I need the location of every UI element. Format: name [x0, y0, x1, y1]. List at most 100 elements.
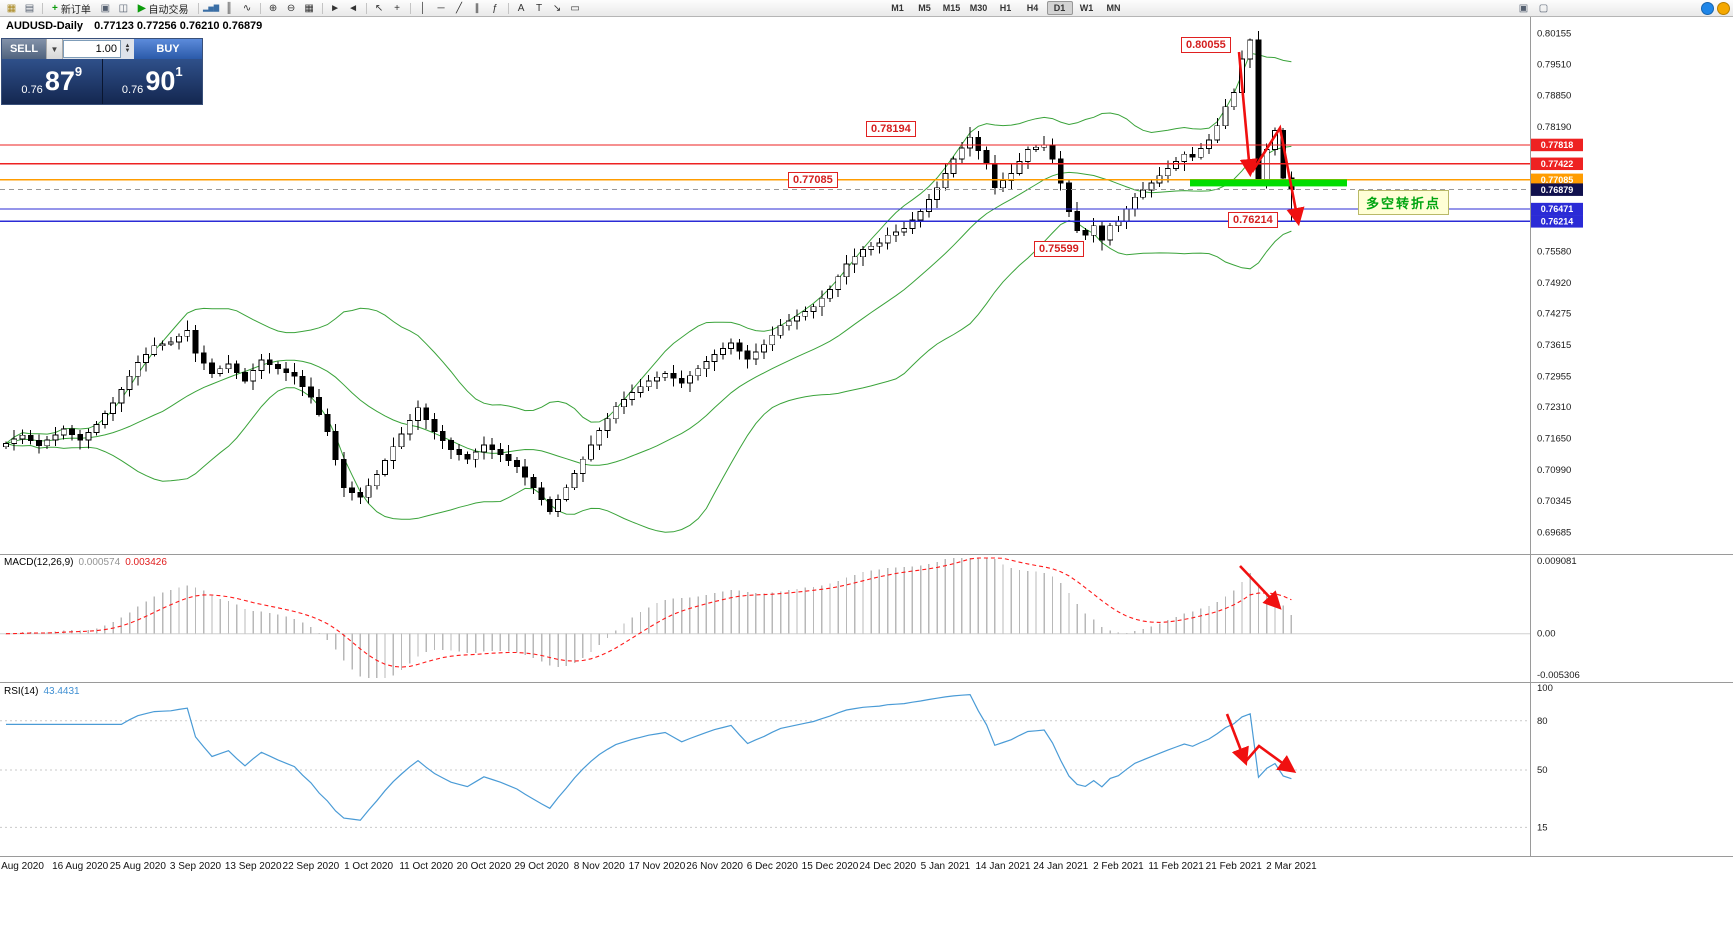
bar-chart-icon[interactable]: ▂▅▇ [202, 5, 220, 12]
line-chart-icon[interactable]: ∿ [242, 2, 252, 14]
date-label: 24 Dec 2020 [859, 861, 916, 872]
dock-window-icon[interactable]: ▣ [1518, 2, 1529, 14]
macd-drop-arrow[interactable] [1239, 565, 1282, 610]
bollinger-bands [5, 52, 1292, 533]
rsi-axis-label: 50 [1537, 765, 1548, 776]
fibonacci-icon[interactable]: ƒ [492, 2, 498, 14]
price-level-badge: 0.77818 [1541, 140, 1574, 150]
volume-dropdown-button[interactable]: ▼ [46, 39, 63, 59]
stepper-down-icon[interactable]: ▼ [124, 48, 131, 54]
price-tick-label: 0.78190 [1537, 122, 1571, 133]
horizontal-line-icon[interactable]: ─ [437, 2, 445, 14]
time-axis[interactable]: Aug 2020 16 Aug 2020 25 Aug 2020 3 Sep 2020… [1, 861, 1317, 872]
sell-price-prefix: 0.76 [21, 84, 43, 96]
status-indicator-0 [1701, 1, 1714, 15]
new-chart-icon[interactable]: ▦ [6, 2, 17, 14]
volume-input[interactable] [63, 40, 121, 58]
macd-panel[interactable]: 0.009081 0.00 -0.005306 [0, 556, 1580, 681]
date-label: 29 Oct 2020 [514, 861, 569, 872]
date-label: 25 Aug 2020 [110, 861, 167, 872]
price-drop-arrow-2[interactable] [1250, 124, 1305, 227]
tile-windows-icon[interactable]: ▦ [304, 2, 314, 14]
crosshair-icon[interactable]: + [394, 2, 400, 14]
volume-stepper[interactable]: ▲ ▼ [121, 39, 134, 59]
autotrading-button[interactable]: ▶ 自动交易 [133, 1, 194, 16]
rsi-value: 43.4431 [43, 686, 80, 697]
candlesticks-series [3, 31, 1295, 518]
date-label: Aug 2020 [1, 861, 44, 872]
window-cascade-icon[interactable]: ▣ [100, 2, 111, 14]
arrows-icon[interactable]: ↘ [552, 2, 562, 14]
restore-window-icon[interactable]: ▢ [1538, 2, 1549, 14]
new-order-button[interactable]: + 新订单 [47, 1, 96, 16]
auto-scroll-icon[interactable]: ► [330, 2, 340, 14]
chart-shift-icon[interactable]: ◄ [348, 2, 358, 14]
timeframe-button-mn[interactable]: MN [1106, 3, 1121, 13]
text-label-icon[interactable]: T [535, 2, 543, 14]
timeframe-button-m15[interactable]: M15 [942, 3, 961, 13]
price-axis[interactable]: 0.80155 0.79510 0.78850 0.78190 0.75580 0.749… [1531, 29, 1583, 539]
sell-price-big: 87 [44, 66, 75, 96]
macd-main-value: 0.000574 [78, 557, 121, 568]
sell-price-button[interactable]: 0.76 87 9 [2, 59, 103, 104]
price-callout-label[interactable]: 0.80055 [1181, 37, 1231, 53]
price-drop-arrow-1[interactable] [1237, 51, 1258, 178]
text-icon[interactable]: A [517, 2, 525, 14]
price-tick-label: 0.80155 [1537, 29, 1571, 40]
current-price-badge-box [1531, 183, 1583, 196]
price-callout-label[interactable]: 0.75599 [1034, 241, 1084, 257]
stepper-up-icon[interactable]: ▲ [124, 43, 131, 49]
timeframe-button-h4[interactable]: H4 [1026, 3, 1039, 13]
annotation-arrows [1225, 51, 1305, 774]
channel-icon[interactable]: ∥ [474, 2, 480, 14]
sell-button[interactable]: SELL [2, 39, 46, 59]
price-tick-label: 0.79510 [1537, 59, 1571, 70]
bollinger-upper-band [5, 52, 1292, 444]
support-zone-highlight[interactable] [1190, 179, 1347, 187]
price-tick-label: 0.70345 [1537, 496, 1571, 507]
price-callout-label[interactable]: 0.76214 [1228, 212, 1278, 228]
rsi-drop-arrow-1[interactable] [1225, 713, 1249, 766]
chart-profiles-icon[interactable]: ▤ [24, 2, 35, 14]
date-label: 17 Nov 2020 [629, 861, 686, 872]
toolbar-separator [321, 2, 323, 14]
window-tile-icon[interactable]: ◫ [118, 2, 129, 14]
rsi-axis-label: 100 [1537, 683, 1553, 694]
sell-price-pip: 9 [74, 64, 83, 79]
timeframe-button-m1[interactable]: M1 [891, 3, 904, 13]
autotrading-button-glyph: ▶ [137, 2, 146, 14]
price-level-badge: 0.77422 [1541, 159, 1574, 169]
timeframe-button-m30[interactable]: M30 [969, 3, 988, 13]
price-level-badge-box [1531, 215, 1583, 228]
price-level-badge: 0.76471 [1541, 204, 1574, 214]
timeframe-button-d1[interactable]: D1 [1046, 1, 1073, 15]
trendline-icon[interactable]: ╱ [456, 2, 463, 14]
zoom-in-icon[interactable]: ⊕ [268, 2, 278, 14]
chevron-down-icon: ▼ [50, 44, 59, 54]
macd-indicator-label: MACD(12,26,9) 0.000574 0.003426 [4, 557, 167, 568]
timeframe-button-h1[interactable]: H1 [999, 3, 1012, 13]
price-callout-label[interactable]: 0.78194 [866, 121, 916, 137]
cursor-icon[interactable]: ↖ [374, 2, 384, 14]
price-callout-label[interactable]: 0.77085 [788, 172, 838, 188]
zoom-out-icon[interactable]: ⊖ [286, 2, 296, 14]
timeframe-button-m5[interactable]: M5 [918, 3, 931, 13]
rsi-indicator-label: RSI(14) 43.4431 [4, 686, 80, 697]
vertical-line-icon[interactable]: │ [419, 2, 427, 14]
toolbar-separator [197, 2, 199, 14]
buy-price-button[interactable]: 0.76 90 1 [102, 59, 202, 104]
timeframe-button-w1[interactable]: W1 [1079, 3, 1094, 13]
rsi-drop-arrow-2[interactable] [1245, 744, 1297, 774]
date-label: 2 Feb 2021 [1093, 861, 1144, 872]
candlestick-chart-icon[interactable]: ║ [225, 2, 233, 14]
buy-button[interactable]: BUY [134, 39, 202, 59]
date-label: 11 Feb 2021 [1148, 861, 1204, 872]
shapes-icon[interactable]: ▭ [570, 2, 580, 14]
price-level-badge-box [1531, 202, 1583, 216]
rsi-line [6, 693, 1292, 821]
bull-bear-turning-point-note[interactable]: 多空转折点 [1358, 190, 1450, 215]
rsi-panel[interactable]: 100 80 50 15 [0, 683, 1553, 833]
date-label: 24 Jan 2021 [1033, 861, 1088, 872]
price-level-badge: 0.76214 [1541, 216, 1574, 226]
